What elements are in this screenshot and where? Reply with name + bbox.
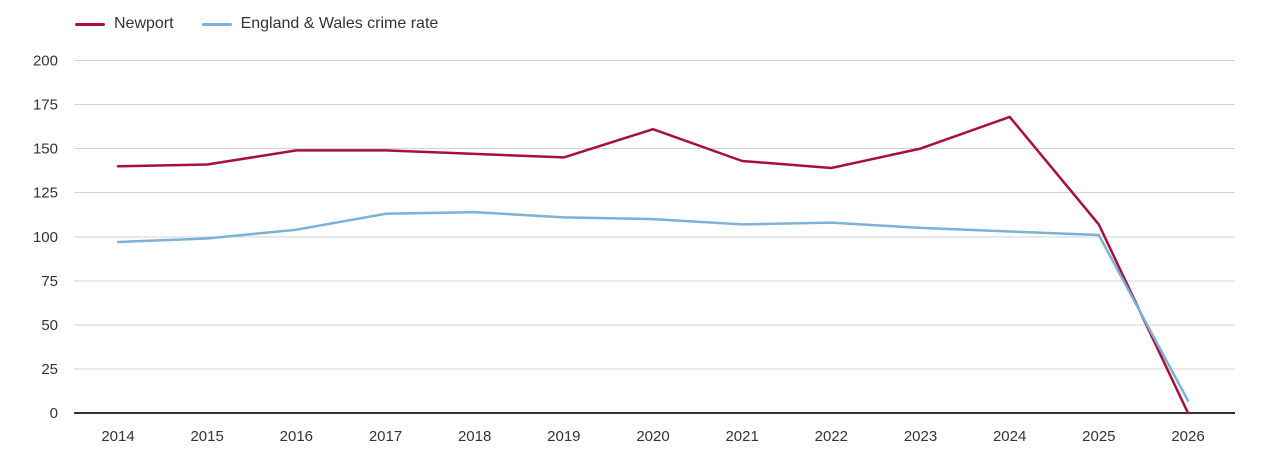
x-axis-tick-label: 2026 bbox=[1171, 428, 1204, 445]
x-axis-tick-label: 2022 bbox=[815, 428, 848, 445]
x-axis-tick-label: 2023 bbox=[904, 428, 937, 445]
x-axis-tick-label: 2015 bbox=[190, 428, 223, 445]
y-axis-tick-label: 75 bbox=[41, 273, 58, 290]
legend-item-england-wales[interactable]: England & Wales crime rate bbox=[201, 15, 439, 33]
y-axis-tick-label: 0 bbox=[50, 405, 58, 422]
x-axis-tick-label: 2019 bbox=[547, 428, 580, 445]
y-axis-tick-label: 100 bbox=[33, 229, 58, 246]
y-axis-tick-label: 125 bbox=[33, 185, 58, 202]
x-axis-tick-label: 2025 bbox=[1082, 428, 1115, 445]
x-axis-tick-label: 2017 bbox=[369, 428, 402, 445]
chart-legend: Newport England & Wales crime rate bbox=[75, 15, 438, 33]
legend-label-newport: Newport bbox=[114, 15, 174, 32]
series-line-england-wales-crime-rate[interactable] bbox=[116, 210, 1190, 402]
y-axis-tick-label: 150 bbox=[33, 141, 58, 158]
y-axis-tick-label: 50 bbox=[41, 317, 58, 334]
x-axis-tick-label: 2016 bbox=[280, 428, 313, 445]
x-axis-tick-label: 2014 bbox=[101, 428, 134, 445]
newport-line-swatch bbox=[75, 22, 105, 26]
legend-item-newport[interactable]: Newport bbox=[75, 15, 174, 33]
x-axis-tick-label: 2018 bbox=[458, 428, 491, 445]
y-axis-tick-label: 25 bbox=[41, 361, 58, 378]
y-axis-tick-label: 200 bbox=[33, 53, 58, 70]
x-axis-tick-label: 2024 bbox=[993, 428, 1026, 445]
series-line-newport[interactable] bbox=[116, 115, 1190, 415]
legend-label-england-wales: England & Wales crime rate bbox=[240, 15, 439, 32]
y-axis-tick-label: 175 bbox=[33, 97, 58, 114]
x-axis-tick-label: 2020 bbox=[636, 428, 669, 445]
england-wales-line-swatch bbox=[201, 22, 232, 26]
x-axis-tick-label: 2021 bbox=[725, 428, 758, 445]
